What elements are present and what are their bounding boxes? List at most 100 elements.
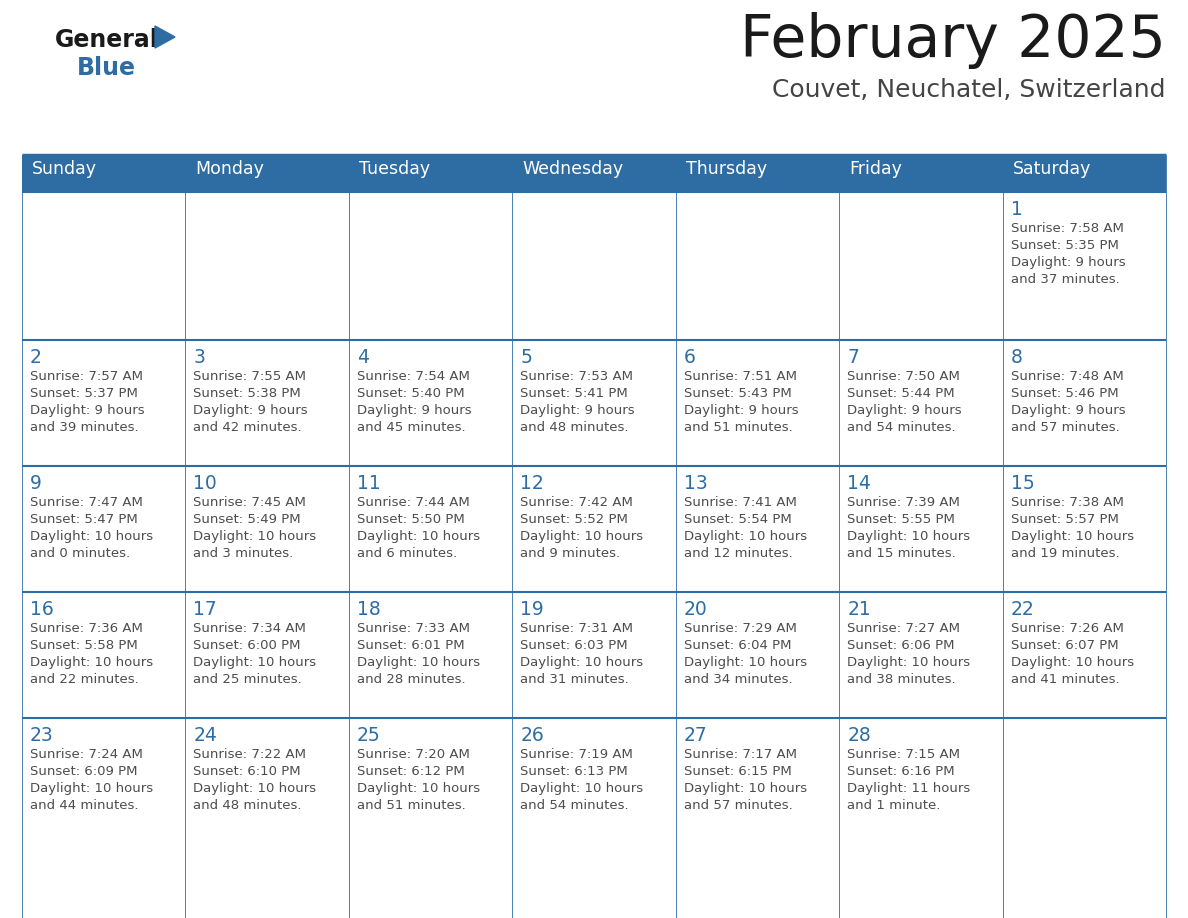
Text: Sunrise: 7:27 AM: Sunrise: 7:27 AM [847,622,960,635]
Text: Daylight: 10 hours: Daylight: 10 hours [356,530,480,543]
Text: Sunset: 5:54 PM: Sunset: 5:54 PM [684,513,791,526]
Text: Sunset: 6:12 PM: Sunset: 6:12 PM [356,765,465,778]
Text: and 34 minutes.: and 34 minutes. [684,673,792,686]
Text: and 37 minutes.: and 37 minutes. [1011,273,1119,286]
Text: Sunrise: 7:39 AM: Sunrise: 7:39 AM [847,496,960,509]
Bar [1003,340,1165,466]
Text: Daylight: 10 hours: Daylight: 10 hours [194,782,316,795]
Text: and 42 minutes.: and 42 minutes. [194,421,302,434]
Text: and 45 minutes.: and 45 minutes. [356,421,466,434]
Bar [349,466,512,592]
Text: Blue: Blue [77,56,135,80]
Text: Sunrise: 7:57 AM: Sunrise: 7:57 AM [30,370,143,383]
Text: Daylight: 9 hours: Daylight: 9 hours [1011,404,1125,417]
Text: Sunrise: 7:17 AM: Sunrise: 7:17 AM [684,748,797,761]
Text: Sunrise: 7:51 AM: Sunrise: 7:51 AM [684,370,797,383]
Text: Sunrise: 7:19 AM: Sunrise: 7:19 AM [520,748,633,761]
Text: Thursday: Thursday [685,160,766,178]
Text: Sunday: Sunday [32,160,97,178]
Text: Daylight: 10 hours: Daylight: 10 hours [1011,656,1133,669]
Polygon shape [154,26,175,48]
Text: Sunset: 5:41 PM: Sunset: 5:41 PM [520,387,628,400]
Text: Sunset: 6:16 PM: Sunset: 6:16 PM [847,765,955,778]
Text: Daylight: 10 hours: Daylight: 10 hours [520,656,644,669]
Text: Sunset: 6:10 PM: Sunset: 6:10 PM [194,765,301,778]
Text: Sunset: 5:43 PM: Sunset: 5:43 PM [684,387,791,400]
Text: Sunrise: 7:47 AM: Sunrise: 7:47 AM [30,496,143,509]
Text: 2: 2 [30,348,42,367]
Text: and 1 minute.: and 1 minute. [847,799,941,812]
Text: Sunset: 6:13 PM: Sunset: 6:13 PM [520,765,628,778]
Text: 12: 12 [520,474,544,493]
Text: Daylight: 10 hours: Daylight: 10 hours [520,782,644,795]
Text: and 25 minutes.: and 25 minutes. [194,673,302,686]
Text: and 12 minutes.: and 12 minutes. [684,547,792,560]
Text: Sunrise: 7:53 AM: Sunrise: 7:53 AM [520,370,633,383]
Text: Daylight: 10 hours: Daylight: 10 hours [847,530,971,543]
Bar [676,718,839,844]
Bar [185,718,349,844]
Text: Daylight: 10 hours: Daylight: 10 hours [1011,530,1133,543]
Text: and 31 minutes.: and 31 minutes. [520,673,628,686]
Text: 24: 24 [194,726,217,745]
Bar [512,192,676,340]
Text: Sunset: 6:09 PM: Sunset: 6:09 PM [30,765,138,778]
Bar [676,192,839,340]
Text: Sunset: 6:06 PM: Sunset: 6:06 PM [847,639,955,652]
Bar [676,340,839,466]
Text: 26: 26 [520,726,544,745]
Bar [23,192,185,340]
Text: Sunset: 5:38 PM: Sunset: 5:38 PM [194,387,302,400]
Bar [185,466,349,592]
Text: Daylight: 10 hours: Daylight: 10 hours [30,656,153,669]
Text: Daylight: 9 hours: Daylight: 9 hours [684,404,798,417]
Text: 27: 27 [684,726,708,745]
Bar [349,592,512,718]
Text: and 48 minutes.: and 48 minutes. [194,799,302,812]
Bar [23,340,185,466]
Text: 10: 10 [194,474,217,493]
Text: Sunrise: 7:44 AM: Sunrise: 7:44 AM [356,496,469,509]
Text: Sunset: 6:03 PM: Sunset: 6:03 PM [520,639,628,652]
Text: 6: 6 [684,348,696,367]
Bar [349,718,512,844]
Text: Sunrise: 7:15 AM: Sunrise: 7:15 AM [847,748,960,761]
Text: and 22 minutes.: and 22 minutes. [30,673,139,686]
Text: Sunset: 5:46 PM: Sunset: 5:46 PM [1011,387,1118,400]
Text: 19: 19 [520,600,544,619]
Text: 11: 11 [356,474,380,493]
Text: Sunrise: 7:33 AM: Sunrise: 7:33 AM [356,622,470,635]
Text: and 9 minutes.: and 9 minutes. [520,547,620,560]
Bar [1003,592,1165,718]
Text: General: General [55,28,159,52]
Text: Daylight: 9 hours: Daylight: 9 hours [1011,256,1125,269]
Text: Daylight: 9 hours: Daylight: 9 hours [356,404,472,417]
Text: Sunrise: 7:55 AM: Sunrise: 7:55 AM [194,370,307,383]
Text: Sunset: 5:47 PM: Sunset: 5:47 PM [30,513,138,526]
Text: and 19 minutes.: and 19 minutes. [1011,547,1119,560]
Text: Sunrise: 7:31 AM: Sunrise: 7:31 AM [520,622,633,635]
Text: Sunrise: 7:34 AM: Sunrise: 7:34 AM [194,622,307,635]
Bar [23,466,185,592]
Text: and 48 minutes.: and 48 minutes. [520,421,628,434]
Text: Daylight: 10 hours: Daylight: 10 hours [30,782,153,795]
Text: Sunset: 5:55 PM: Sunset: 5:55 PM [847,513,955,526]
Bar [1003,192,1165,340]
Text: Couvet, Neuchatel, Switzerland: Couvet, Neuchatel, Switzerland [772,78,1165,102]
Text: Daylight: 9 hours: Daylight: 9 hours [30,404,145,417]
Text: Sunrise: 7:20 AM: Sunrise: 7:20 AM [356,748,469,761]
Text: Sunrise: 7:22 AM: Sunrise: 7:22 AM [194,748,307,761]
Text: 20: 20 [684,600,708,619]
Text: Wednesday: Wednesday [523,160,624,178]
Text: Sunset: 6:00 PM: Sunset: 6:00 PM [194,639,301,652]
Text: and 57 minutes.: and 57 minutes. [684,799,792,812]
Bar [185,340,349,466]
Text: Daylight: 10 hours: Daylight: 10 hours [356,782,480,795]
Bar [839,718,1003,844]
Text: 8: 8 [1011,348,1023,367]
Text: Sunset: 6:04 PM: Sunset: 6:04 PM [684,639,791,652]
Text: Daylight: 10 hours: Daylight: 10 hours [194,530,316,543]
Text: 14: 14 [847,474,871,493]
Text: and 15 minutes.: and 15 minutes. [847,547,956,560]
Bar [839,592,1003,718]
